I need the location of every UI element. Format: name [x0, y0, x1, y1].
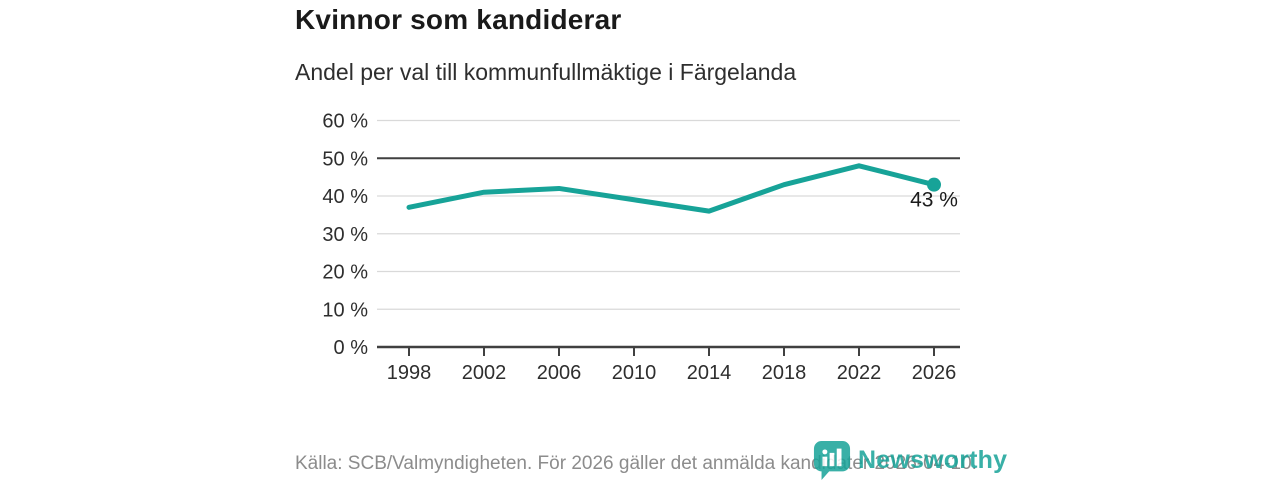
y-axis-tick-label: 0 % [334, 337, 369, 359]
x-axis-tick-label: 2014 [687, 362, 732, 384]
end-value-label: 43 % [910, 189, 958, 212]
x-axis-tick-label: 2002 [462, 362, 507, 384]
x-axis-tick-label: 2006 [537, 362, 582, 384]
data-line [406, 163, 937, 214]
newsworthy-wordmark: Newsworthy [858, 445, 1008, 474]
y-axis-tick-label: 20 % [322, 262, 368, 284]
y-axis-tick-label: 50 % [322, 148, 368, 170]
end-point-dot [927, 177, 941, 192]
x-axis-tick-label: 2026 [912, 362, 957, 384]
chart-subtitle: Andel per val till kommunfullmäktige i F… [295, 59, 797, 85]
y-axis-tick-label: 60 % [322, 111, 368, 133]
x-axis-tick-label: 2022 [837, 362, 882, 384]
x-axis-tick-label: 2010 [612, 362, 657, 384]
x-axis-tick-label: 1998 [387, 362, 432, 384]
chart-title: Kvinnor som kandiderar [295, 4, 622, 35]
y-axis-tick-label: 40 % [322, 186, 368, 208]
x-axis-tick-label: 2018 [762, 362, 807, 384]
y-axis-tick-label: 10 % [322, 299, 368, 321]
source-note: Källa: SCB/Valmyndigheten. För 2026 gäll… [295, 453, 977, 474]
newsworthy-logo-icon [813, 441, 851, 480]
y-axis-tick-label: 30 % [322, 224, 368, 246]
newsworthy-logo: Newsworthy [813, 440, 1007, 480]
